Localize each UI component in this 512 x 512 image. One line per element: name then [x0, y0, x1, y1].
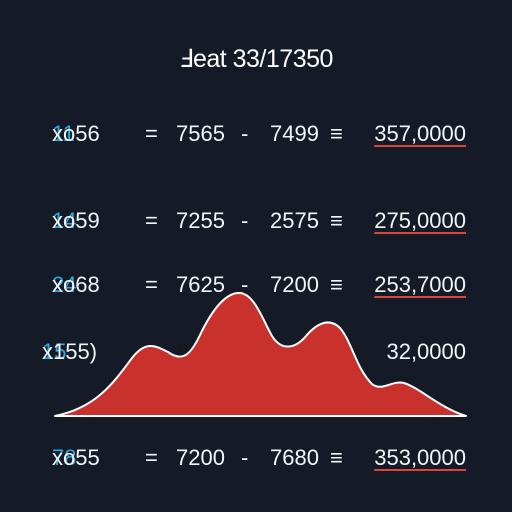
row-total: 253,7000: [374, 272, 466, 297]
value-b: 7499: [270, 121, 319, 146]
equals-sign: =: [145, 445, 158, 470]
equivalence-sign: ≡: [330, 208, 343, 233]
row-id-rest: xo55: [52, 445, 100, 470]
row-id-rest: x155): [42, 339, 98, 364]
value-b: 7680: [270, 445, 319, 470]
value-a: 7200: [176, 445, 225, 470]
minus-sign: -: [241, 272, 249, 297]
value-b: 8: [285, 339, 298, 364]
row-total: 32,0000: [386, 339, 466, 364]
equivalence-sign: ≡: [330, 121, 343, 146]
minus-sign: -: [241, 121, 249, 146]
equals-sign: =: [145, 272, 158, 297]
equals-sign: =: [145, 121, 158, 146]
equation-row: 78 xo55 = 7200 - 7680 ≡ 353,0000: [0, 443, 512, 473]
row-id-lead: 11: [52, 121, 75, 146]
row-total: 353,0000: [374, 445, 466, 470]
row-total: 357,0000: [374, 121, 466, 146]
page-title: Ⅎeat 33/17350: [179, 45, 333, 73]
equivalence-sign: ≡: [330, 445, 343, 470]
value-a: 7625: [176, 272, 225, 297]
value-a: 7255: [176, 208, 225, 233]
equivalence-sign: ≡: [330, 272, 343, 297]
equation-row: 14 xo59 = 7255 - 2575 ≡ 275,0000: [0, 206, 512, 236]
minus-sign: -: [241, 208, 249, 233]
equals-sign: =: [145, 208, 158, 233]
equation-row: 11 xo56 = 7565 - 7499 ≡ 357,0000: [0, 119, 512, 149]
value-b: 2575: [270, 208, 319, 233]
value-a: 7565: [176, 121, 225, 146]
row-id-rest: xo56: [52, 121, 100, 146]
equation-row: 24 xo68 = 7625 - 7200 ≡ 253,7000: [0, 270, 512, 300]
value-b: 7200: [270, 272, 319, 297]
equals-sign: =: [145, 339, 158, 364]
minus-sign: -: [241, 445, 249, 470]
row-total: 275,0000: [374, 208, 466, 233]
value-a: 8: [176, 339, 189, 364]
row-id-lead: 14: [52, 208, 77, 233]
equation-row: 15 x155) = 8 8 32,0000: [0, 337, 512, 367]
row-id-rest: xo59: [52, 208, 100, 233]
row-id-lead: 78: [52, 445, 77, 470]
row-id-rest: xo68: [52, 272, 100, 297]
